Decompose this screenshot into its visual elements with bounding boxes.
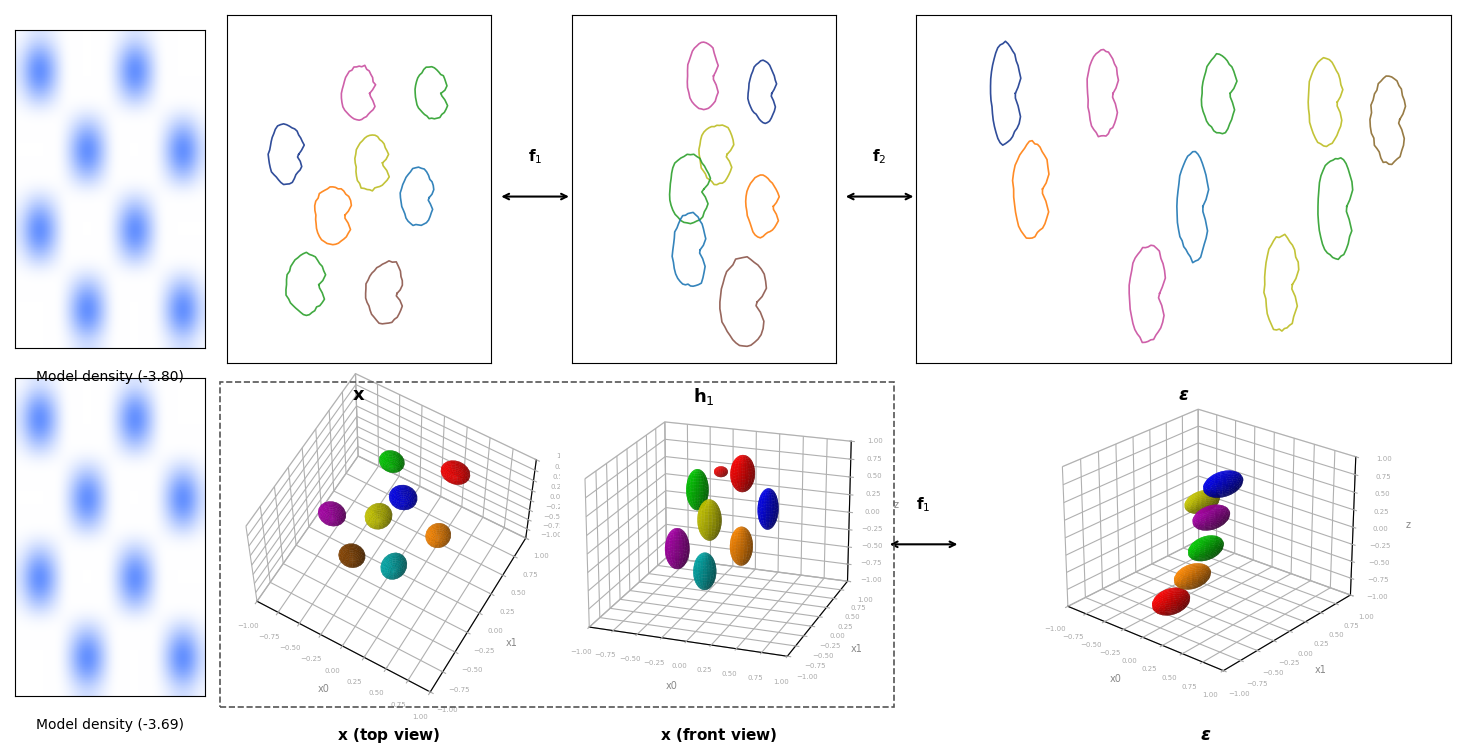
Text: $\mathbf{f}_2$: $\mathbf{f}_2$: [872, 147, 887, 166]
Text: $\mathbf{f}_1$: $\mathbf{f}_1$: [916, 495, 931, 514]
Text: $\mathbf{x}$ (top view): $\mathbf{x}$ (top view): [337, 726, 440, 745]
Text: Model density (-3.80): Model density (-3.80): [37, 370, 183, 385]
X-axis label: x0: x0: [666, 680, 677, 691]
Text: $\boldsymbol{\epsilon}$: $\boldsymbol{\epsilon}$: [1201, 726, 1211, 744]
Y-axis label: x1: x1: [1315, 665, 1327, 675]
Text: $\mathbf{f}_1$: $\mathbf{f}_1$: [528, 147, 542, 166]
Text: $\mathbf{x}$: $\mathbf{x}$: [352, 386, 366, 404]
Y-axis label: x1: x1: [850, 644, 862, 655]
Text: $\mathbf{h}_1$: $\mathbf{h}_1$: [693, 386, 714, 407]
Text: $\boldsymbol{\epsilon}$: $\boldsymbol{\epsilon}$: [1179, 386, 1189, 404]
X-axis label: x0: x0: [1110, 674, 1121, 684]
Text: Model density (-3.69): Model density (-3.69): [37, 718, 183, 733]
Y-axis label: x1: x1: [506, 638, 517, 648]
Text: $\mathbf{x}$ (front view): $\mathbf{x}$ (front view): [660, 726, 777, 744]
X-axis label: x0: x0: [317, 684, 330, 694]
